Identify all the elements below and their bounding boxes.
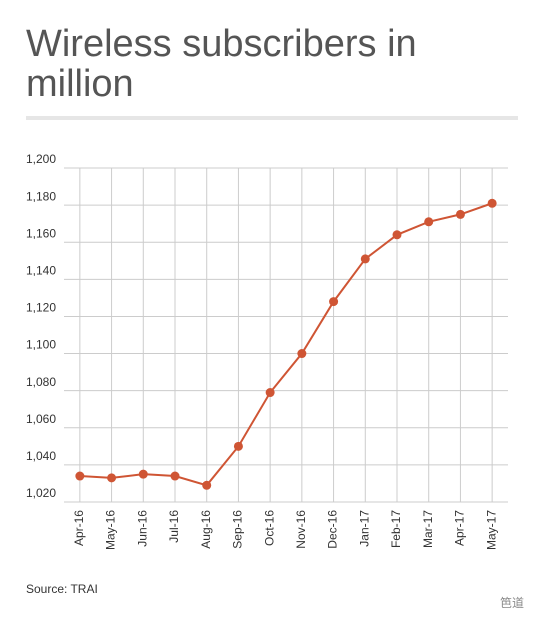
y-tick-label: 1,080 <box>26 375 56 389</box>
separator <box>26 116 518 120</box>
y-tick-label: 1,060 <box>26 412 56 426</box>
x-tick-label: May-16 <box>104 510 118 550</box>
chart-title-line-1: Wireless subscribers in <box>26 23 417 65</box>
x-tick-label: Nov-16 <box>294 510 308 549</box>
x-tick-label: Apr-16 <box>72 510 86 546</box>
x-tick-label: Oct-16 <box>262 510 276 546</box>
x-tick-label: Mar-17 <box>421 510 435 548</box>
y-tick-label: 1,100 <box>26 338 56 352</box>
x-tick-label: Aug-16 <box>199 510 213 549</box>
watermark: 笆道 <box>500 595 524 610</box>
y-tick-label: 1,120 <box>26 301 56 315</box>
point <box>107 473 117 483</box>
x-tick-label: May-17 <box>484 510 498 550</box>
source: Source: TRAI <box>26 582 98 596</box>
x-tick-label: Jan-17 <box>357 510 371 547</box>
point <box>392 230 402 240</box>
y-tick-label: 1,040 <box>26 449 56 463</box>
x-tick-label: Jul-16 <box>167 510 181 543</box>
y-tick-label: 1,140 <box>26 264 56 278</box>
y-tick-label: 1,180 <box>26 189 56 203</box>
point <box>138 469 148 479</box>
y-tick-label: 1,020 <box>26 486 56 500</box>
x-tick-label: Feb-17 <box>389 510 403 548</box>
point <box>202 480 212 490</box>
point <box>329 297 339 307</box>
x-tick-label: Jun-16 <box>135 510 149 547</box>
x-tick-label: Sep-16 <box>231 510 245 549</box>
point <box>170 471 180 481</box>
point <box>297 349 307 359</box>
point <box>265 388 275 398</box>
point <box>487 198 497 208</box>
line <box>79 202 493 487</box>
x-tick-label: Apr-17 <box>453 510 467 546</box>
chart-title-line-2: million <box>26 63 134 105</box>
point <box>233 441 243 451</box>
point <box>455 209 465 219</box>
x-tick-label: Dec-16 <box>326 510 340 549</box>
y-tick-label: 1,200 <box>26 152 56 166</box>
point <box>75 471 85 481</box>
y-tick-label: 1,160 <box>26 226 56 240</box>
point <box>360 254 370 264</box>
point <box>424 217 434 227</box>
